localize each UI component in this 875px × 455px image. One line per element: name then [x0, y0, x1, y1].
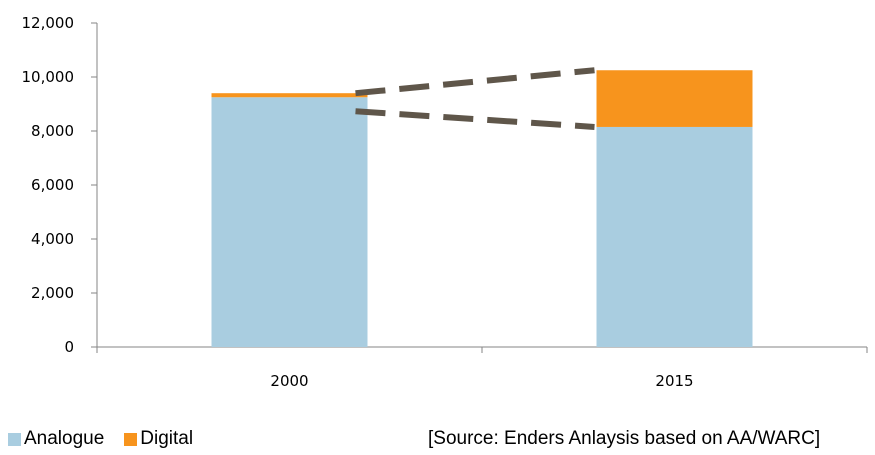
y-tick-label: 6,000 [31, 176, 74, 194]
chart-tick-labels: 0 2,000 4,000 6,000 8,000 10,000 12,000 2000 201… [22, 14, 694, 390]
legend-swatch-digital [124, 432, 138, 446]
y-tick-label: 2,000 [31, 284, 74, 302]
connector-line-bottom [355, 108, 595, 130]
legend-item-analogue: Analogue [8, 428, 104, 450]
legend-label-digital: Digital [140, 428, 194, 449]
x-tick-label: 2000 [270, 372, 308, 390]
y-tick-label: 10,000 [22, 68, 75, 86]
legend-item-digital: Digital [124, 428, 193, 450]
bar-analogue-2015 [596, 126, 753, 347]
chart-bars [211, 70, 753, 347]
connector-line-top [355, 67, 595, 97]
source-note: [Source: Enders Anlaysis based on AA/WAR… [428, 428, 821, 449]
chart-connectors [355, 67, 595, 130]
bar-digital-2015 [596, 70, 753, 127]
y-tick-label: 4,000 [31, 230, 74, 248]
chart-legend: Analogue Digital [8, 427, 213, 451]
bar-analogue-2000 [211, 97, 368, 347]
y-tick-label: 8,000 [31, 122, 74, 140]
x-tick-label: 2015 [655, 372, 693, 390]
legend-swatch-analogue [8, 432, 21, 446]
legend-label-analogue: Analogue [24, 428, 105, 449]
y-tick-label: 0 [64, 338, 74, 356]
bar-digital-2000 [211, 93, 368, 98]
y-tick-label: 12,000 [22, 14, 75, 32]
